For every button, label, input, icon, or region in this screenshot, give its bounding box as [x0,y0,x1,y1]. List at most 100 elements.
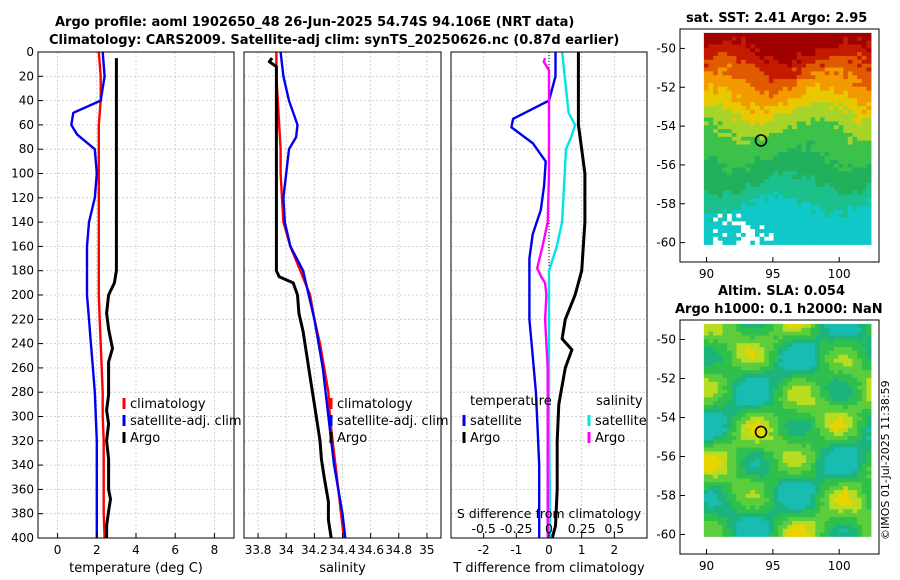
sla-field [703,323,872,537]
series-line [536,57,551,538]
y-tick-label: -52 [656,372,676,386]
y-tick-label: 0 [26,45,34,59]
y-tick-label: -52 [656,80,676,94]
salinity-panel: 33.8 34 34.2 34.4 34.6 34.8 35 salinity climatol… [243,51,449,576]
legend-entry: Argo [130,431,160,446]
sst-field [703,32,872,245]
y-tick-label: 120 [11,191,34,205]
x-axis-label: T difference from climatology [452,561,645,576]
x-tick-label: 34.8 [385,543,412,557]
y-tick-label: -60 [656,236,676,250]
legend-entry: climatology [130,397,206,412]
legend-entry: Argo [337,431,367,446]
x-tick-label: 2 [93,543,101,557]
top-tick-label: 0 [545,521,553,536]
argo-float-marker [754,134,768,147]
y-tick-label: -60 [656,528,676,542]
legend-heading-salinity: salinity [596,394,643,409]
y-tick-label: -56 [656,450,676,464]
x-tick-label: 1 [578,543,586,557]
x-tick-label: 34.6 [357,543,384,557]
y-tick-label: -58 [656,489,676,503]
y-tick-label: 320 [11,434,34,448]
y-tick-label: 240 [11,337,34,351]
x-tick-label: 34.4 [329,543,356,557]
map-frame [679,319,880,555]
y-tick-label: 260 [11,361,34,375]
y-tick-label: 380 [11,507,34,521]
y-tick-label: 140 [11,215,34,229]
series-line [547,51,577,539]
legend-entry: satellite [595,414,647,429]
top-tick-label: 0.5 [604,521,624,536]
x-tick-label: 34.2 [301,543,328,557]
series-line [70,51,106,538]
y-tick-label: 200 [11,288,34,302]
y-tick-label: 280 [11,385,34,399]
figure-title-line2: Climatology: CARS2009. Satellite-adj cli… [49,33,620,48]
x-tick-label: 95 [765,267,780,281]
x-tick-label: 2 [611,543,619,557]
series-line [510,52,557,538]
x-tick-label: -1 [510,543,522,557]
top-tick-label: -0.25 [500,521,532,536]
y-tick-label: 340 [11,458,34,472]
series-line [550,52,587,539]
y-tick-label: 60 [19,118,34,132]
sst-map-title: sat. SST: 2.41 Argo: 2.95 [686,11,868,26]
top-tick-label: 0.25 [568,521,596,536]
argo-float-marker [754,425,768,439]
series-line [275,52,346,539]
x-tick-label: 0 [54,543,62,557]
x-tick-label: 8 [211,543,219,557]
y-tick-label: 40 [19,94,34,108]
sla-map-panel: -50 -52 -54 -56 -58 -60 90 95 100 [656,319,880,573]
legend-entry: satellite-adj. clim [130,414,242,429]
x-tick-label: 100 [828,267,851,281]
y-tick-label: -54 [656,411,676,425]
legend-entry: Argo [470,431,500,446]
sla-map-title-line1: Altim. SLA: 0.054 [718,284,845,299]
x-tick-label: 34 [279,543,294,557]
y-tick-label: -50 [656,41,676,55]
y-tick-label: 160 [11,239,34,253]
x-tick-label: 90 [699,559,714,573]
sla-map-title-line2: Argo h1000: 0.1 h2000: NaN [675,302,883,317]
x-tick-label: 6 [171,543,179,557]
y-tick-label: 100 [11,167,34,181]
x-tick-label: 33.8 [245,543,272,557]
y-tick-label: -58 [656,197,676,211]
series-line [267,57,333,539]
top-axis-label: S difference from climatology [457,506,642,521]
y-tick-label: 20 [19,69,34,83]
y-tick-label: 400 [11,531,34,545]
x-tick-label: 100 [828,559,851,573]
y-tick-label: -56 [656,158,676,172]
x-tick-label: 0 [545,543,553,557]
sst-map-panel: -50 -52 -54 -56 -58 -60 90 95 100 [656,28,880,281]
x-tick-label: 95 [765,559,780,573]
legend-entry: Argo [595,431,625,446]
series-line [97,51,106,539]
legend-entry: satellite [470,414,522,429]
difference-panel: -2 -1 0 1 2 T difference from climatology S di… [450,51,648,576]
y-tick-label: 80 [19,142,34,156]
map-frame [679,28,880,263]
y-tick-label: 300 [11,410,34,424]
x-tick-label: 35 [419,543,434,557]
temperature-panel: 0 2 4 6 8 temperature (deg C) 0 20 40 60 80 100 120 1… [11,45,242,576]
x-tick-label: 4 [132,543,140,557]
y-tick-label: 180 [11,264,34,278]
figure-title-line1: Argo profile: aoml 1902650_48 26-Jun-202… [55,15,575,30]
top-tick-label: -0.5 [471,521,495,536]
y-tick-label: 360 [11,482,34,496]
legend-entry: satellite-adj. clim [337,414,449,429]
x-tick-label: -2 [478,543,490,557]
series-line [105,58,118,538]
y-tick-label: -50 [656,333,676,347]
y-tick-label: -54 [656,119,676,133]
x-axis-label: salinity [319,561,366,576]
series-line [279,51,347,539]
x-axis-label: temperature (deg C) [69,561,203,576]
